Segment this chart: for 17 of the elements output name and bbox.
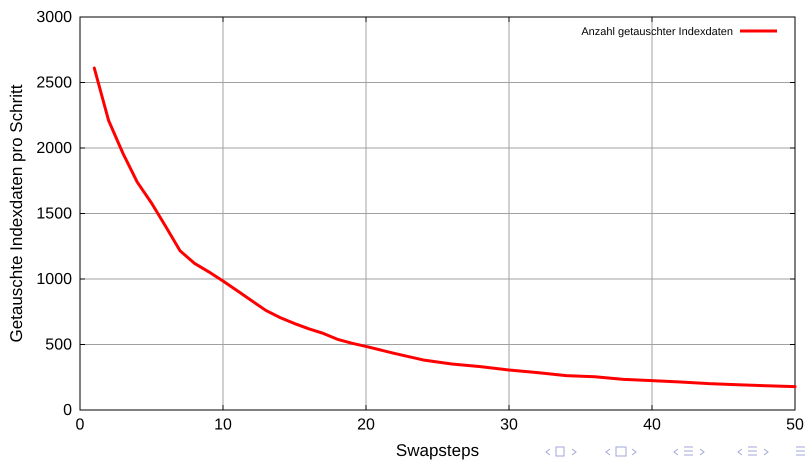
- line-series: [92, 66, 796, 388]
- legend-label: Anzahl getauschter Indexdaten: [581, 26, 733, 38]
- x-tick-label: 50: [786, 416, 804, 434]
- x-tick-label: 30: [500, 416, 518, 434]
- y-tick-label: 0: [63, 402, 72, 420]
- x-tick-label: 40: [643, 416, 661, 434]
- y-axis-title: Getauschte Indexdaten pro Schritt: [7, 84, 26, 342]
- y-tick-label: 1000: [36, 271, 72, 288]
- x-tick-label: 10: [214, 416, 232, 434]
- y-tick-label: 3000: [36, 9, 72, 26]
- x-axis-title: Swapsteps: [396, 441, 480, 460]
- y-tick-label: 1500: [36, 206, 72, 223]
- x-tick-label: 0: [76, 416, 85, 434]
- y-tick-label: 500: [45, 336, 72, 354]
- y-tick-label: 2000: [36, 140, 72, 158]
- y-tick-label: 2500: [36, 74, 72, 92]
- x-tick-label: 20: [357, 416, 375, 434]
